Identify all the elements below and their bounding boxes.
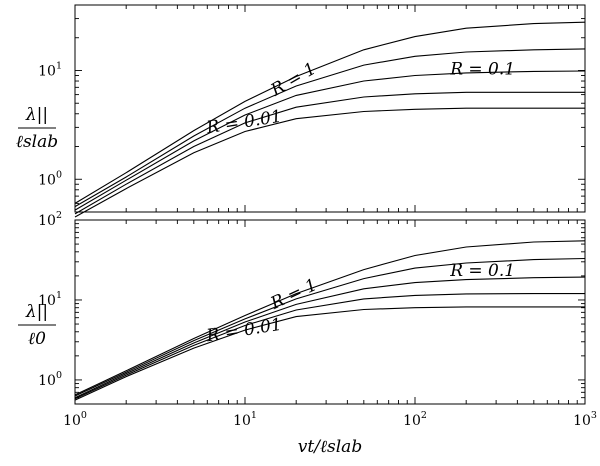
- tick-exponent: 1: [56, 290, 62, 301]
- series-annotation: R = 1: [267, 59, 320, 101]
- y-tick-label: 100: [38, 169, 62, 188]
- series-line: [74, 48, 586, 208]
- series-line: [74, 293, 585, 400]
- tick-base: 10: [38, 172, 56, 188]
- tick-exponent: 1: [56, 60, 62, 71]
- y-tick-label: 101: [38, 290, 62, 309]
- tick-exponent: 2: [56, 210, 62, 221]
- series-annotation: R = 0.01: [204, 315, 283, 347]
- tick-base: 10: [38, 63, 56, 79]
- x-axis-label: vt/ℓslab: [298, 437, 362, 457]
- tick-exponent: 0: [81, 410, 87, 421]
- tick-exponent: 0: [56, 169, 62, 180]
- tick-exponent: 2: [421, 410, 427, 421]
- series-line: [74, 91, 585, 215]
- y-axis-label-numerator: λ||: [25, 105, 48, 125]
- y-axis-label-numerator: λ||: [25, 302, 48, 322]
- x-tick-label: 100: [63, 410, 87, 429]
- tick-base: 10: [233, 413, 251, 429]
- series-annotation: R = 0.1: [449, 261, 515, 281]
- tick-base: 10: [38, 373, 56, 389]
- tick-exponent: 0: [56, 370, 62, 381]
- y-axis-label-denominator: ℓslab: [16, 132, 58, 152]
- tick-base: 10: [38, 293, 56, 309]
- y-tick-label: 101: [38, 60, 62, 79]
- tick-exponent: 3: [591, 410, 597, 421]
- y-axis-label-denominator: ℓ0: [28, 329, 46, 349]
- tick-exponent: 1: [251, 410, 257, 421]
- series-line: [74, 306, 585, 401]
- series-annotation: R = 0.01: [204, 107, 283, 139]
- plot-frame: [74, 219, 586, 405]
- series-line: [74, 21, 586, 204]
- series-annotation: R = 1: [267, 275, 320, 314]
- x-tick-label: 101: [233, 410, 257, 429]
- tick-base: 10: [63, 413, 81, 429]
- x-tick-label: 102: [403, 410, 427, 429]
- tick-base: 10: [403, 413, 421, 429]
- series-line: [74, 257, 586, 397]
- tick-base: 10: [38, 213, 56, 229]
- y-tick-label: 102: [38, 210, 62, 229]
- series-line: [74, 240, 586, 396]
- series-line: [74, 107, 585, 218]
- series-line: [74, 276, 586, 399]
- x-tick-label: 103: [573, 410, 597, 429]
- tick-base: 10: [573, 413, 591, 429]
- series-annotation: R = 0.1: [449, 59, 515, 79]
- series-line: [74, 70, 586, 211]
- y-tick-label: 100: [38, 370, 62, 389]
